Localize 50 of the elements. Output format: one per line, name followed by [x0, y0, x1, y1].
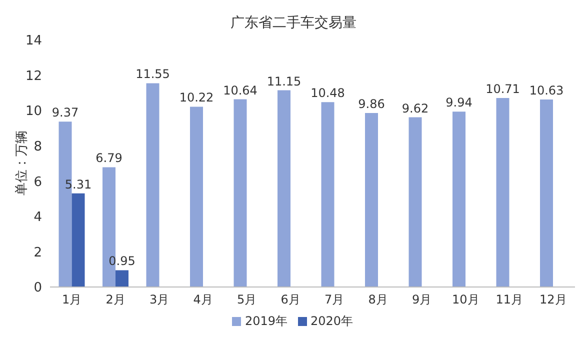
legend-label: 2020年: [310, 314, 354, 328]
bar: [496, 98, 510, 287]
data-label: 10.63: [529, 83, 564, 98]
data-label: 11.55: [136, 67, 170, 82]
bar: [234, 99, 247, 287]
x-tick-label: 12月: [539, 292, 567, 307]
x-tick-label: 5月: [237, 292, 257, 307]
bar: [321, 102, 334, 287]
data-label: 9.62: [402, 101, 429, 116]
x-tick-label: 3月: [150, 292, 170, 307]
bar: [146, 83, 160, 287]
y-tick-label: 4: [34, 210, 42, 226]
bar: [540, 99, 553, 287]
x-tick-label: 10月: [452, 292, 480, 307]
y-tick-label: 8: [34, 139, 42, 154]
x-tick-label: 7月: [324, 292, 344, 307]
data-label: 5.31: [64, 177, 92, 192]
bar: [190, 106, 203, 287]
x-tick-label: 6月: [280, 292, 300, 307]
x-tick-label: 11月: [496, 292, 524, 307]
bar: [72, 193, 85, 287]
x-tick-label: 9月: [412, 292, 432, 307]
y-tick-label: 6: [34, 174, 42, 190]
bar: [365, 113, 378, 287]
y-axis-title: 单位：万辆: [13, 130, 30, 196]
chart-title: 广东省二手车交易量: [230, 14, 358, 32]
y-tick-label: 2: [34, 245, 42, 260]
x-tick-label: 1月: [62, 292, 82, 307]
bar: [116, 270, 128, 287]
data-label: 9.94: [446, 96, 472, 110]
y-tick-label: 12: [25, 68, 42, 84]
bar: [278, 90, 290, 287]
y-tick-label: 10: [25, 104, 42, 120]
y-tick-label: 14: [25, 34, 42, 49]
data-label: 9.86: [358, 97, 385, 112]
data-label: 11.15: [266, 74, 302, 88]
x-tick-label: 2月: [106, 292, 126, 307]
data-label: 0.95: [108, 254, 136, 268]
x-tick-label: 4月: [193, 292, 213, 307]
data-label: 6.79: [96, 151, 122, 166]
data-label: 10.71: [486, 82, 520, 96]
y-tick-label: 0: [34, 280, 42, 296]
bar: [452, 112, 466, 287]
bar: [408, 117, 422, 287]
data-label: 9.37: [52, 106, 79, 120]
data-label: 10.22: [179, 90, 214, 105]
data-label: 10.48: [310, 86, 345, 100]
legend-label: 2019年: [244, 314, 288, 328]
data-label: 10.64: [223, 83, 258, 98]
x-tick-label: 8月: [368, 292, 388, 307]
